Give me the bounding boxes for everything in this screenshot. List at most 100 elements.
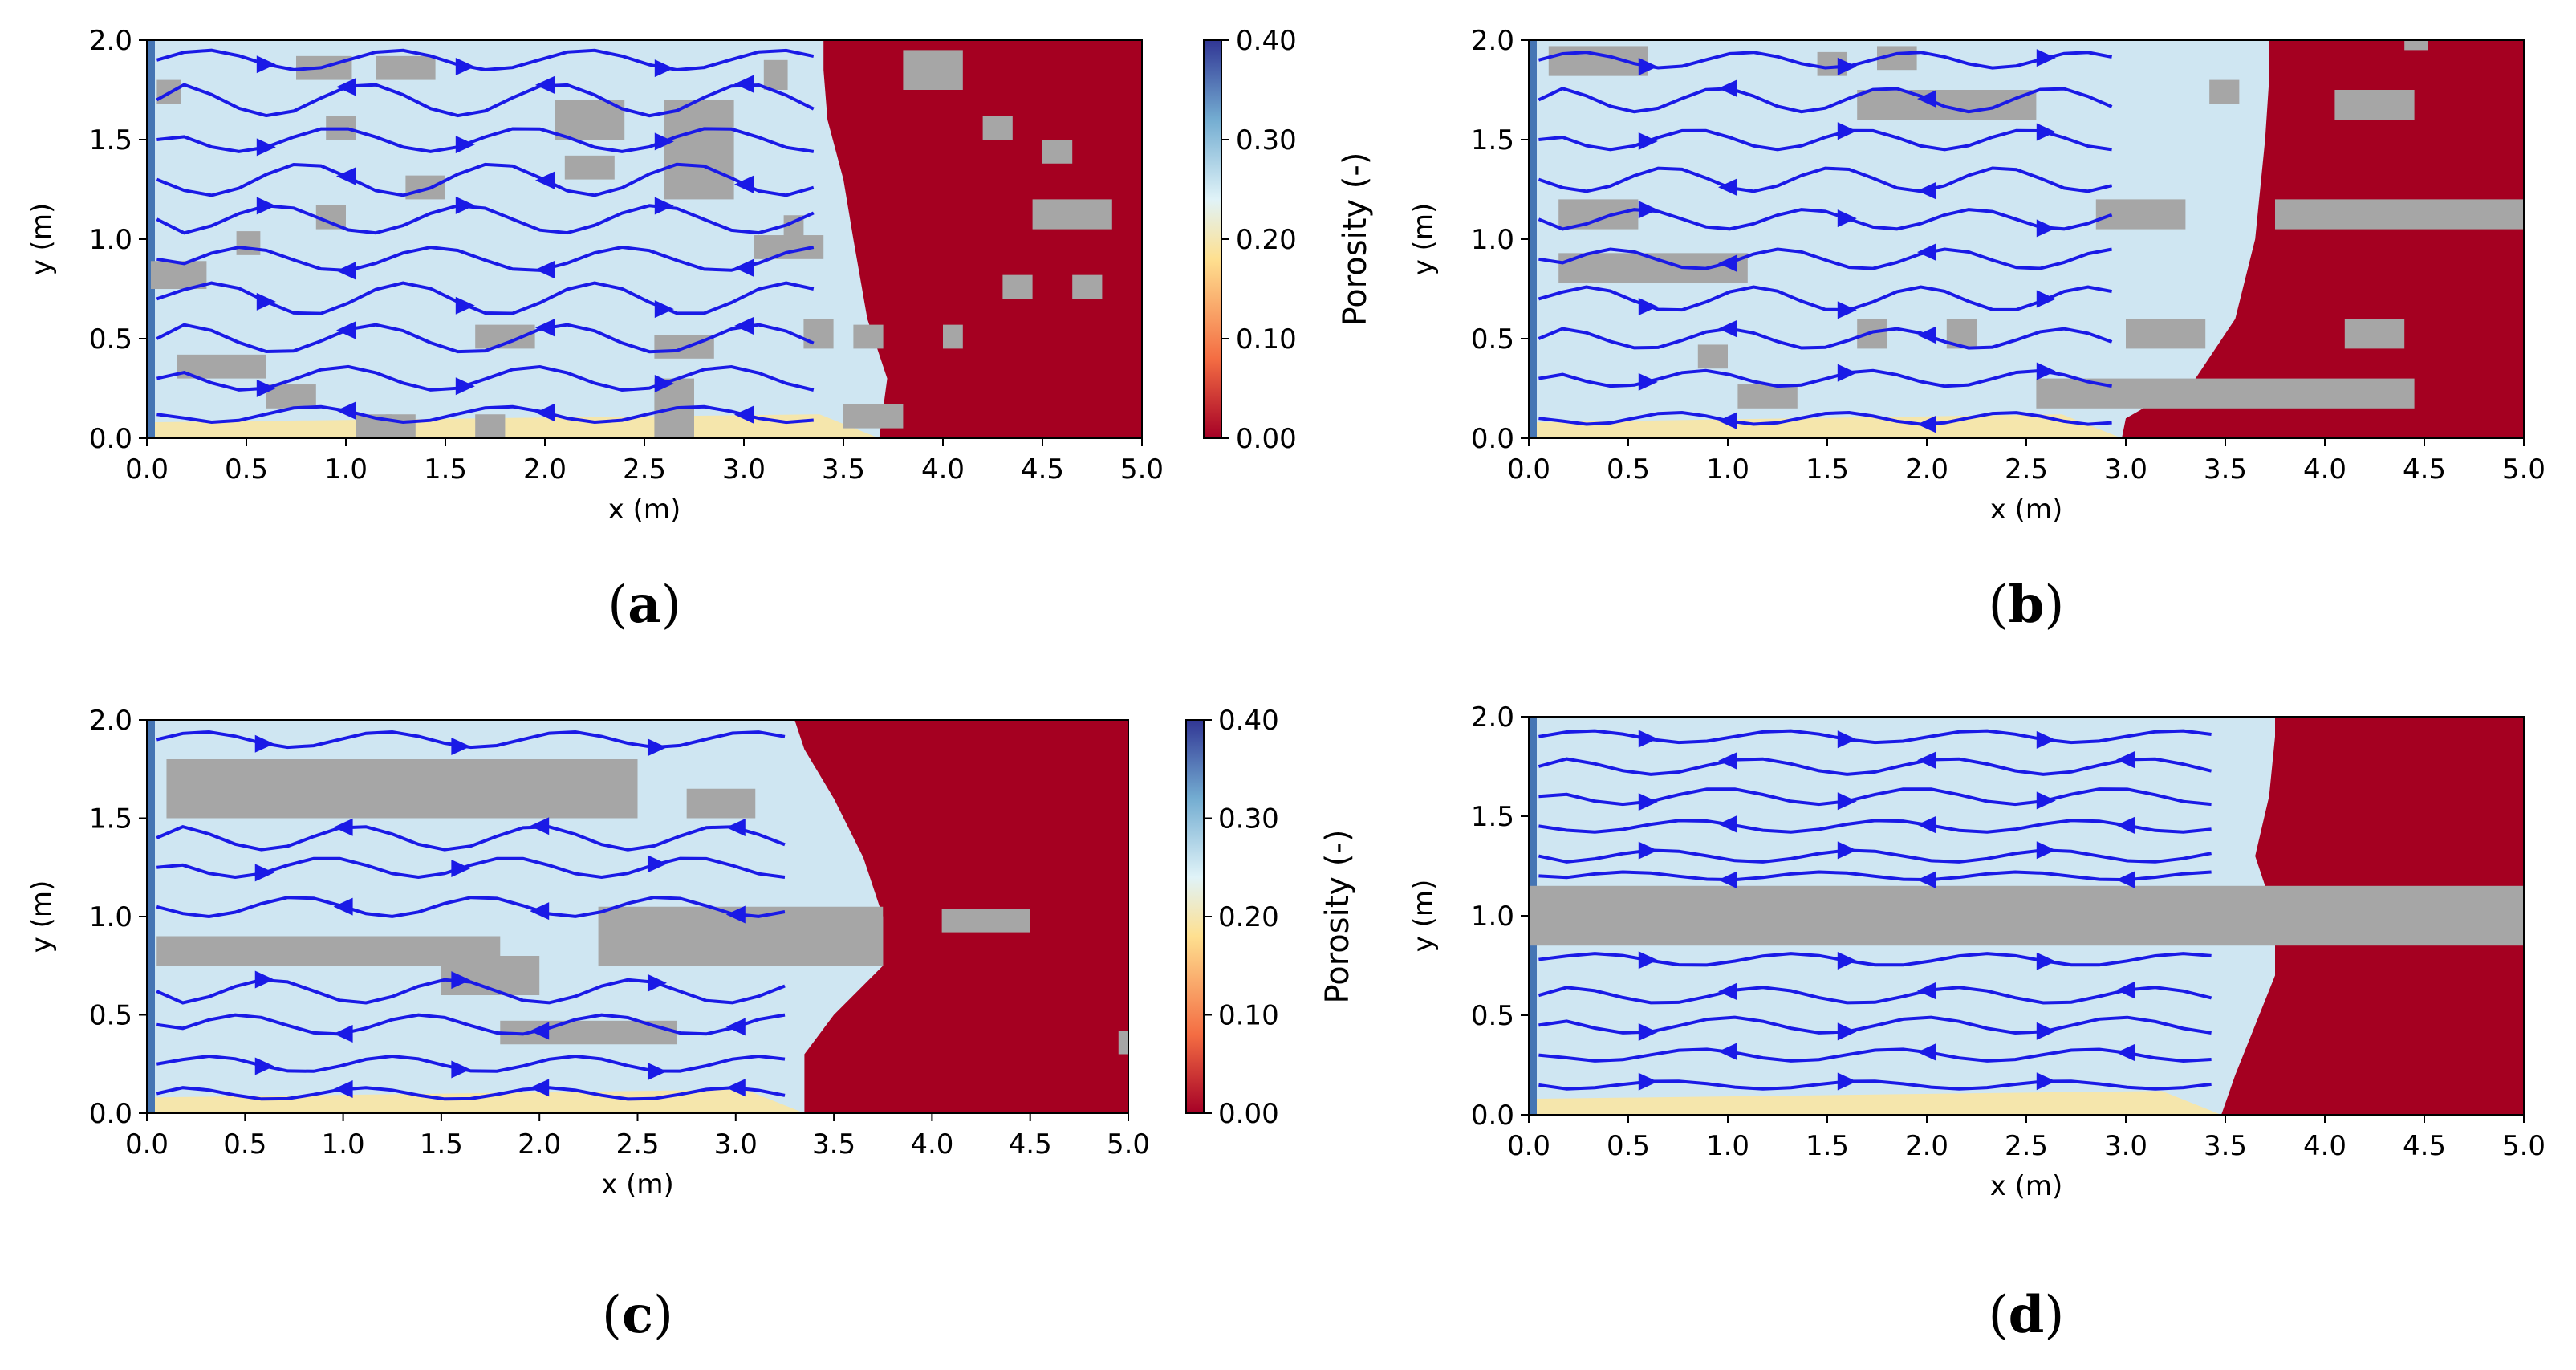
panel-d-flow-arrow <box>1837 841 1857 860</box>
panel-a-ytick-label: 1.5 <box>89 124 132 157</box>
panel-b-flow-arrow <box>1917 90 1936 108</box>
panel-d-xtick-label: 4.0 <box>2303 1130 2346 1162</box>
panel-b-streamline <box>1538 166 2113 193</box>
panel-b-xtick-label: 2.5 <box>2005 453 2048 486</box>
panel-a-obstacle <box>982 116 1013 140</box>
panel-c-flow-arrow <box>254 864 274 882</box>
panel-c-streamline <box>156 1013 786 1036</box>
panel-c-flow-arrow <box>530 1022 550 1040</box>
panel-c-field <box>147 720 1128 1113</box>
panel-a-flow-arrow <box>336 78 356 96</box>
panel-c-ytick-label: 2.0 <box>89 705 132 737</box>
panel-b-field <box>1529 40 2524 438</box>
panel-d-ytick-label: 2.0 <box>1471 701 1514 734</box>
panel-a-obstacle <box>376 55 436 80</box>
panel-b-flow-arrow <box>1917 415 1936 433</box>
panel-a-xtick-label: 0.0 <box>125 453 169 486</box>
panel-a-obstacle <box>1032 199 1112 230</box>
panel-b-xtick-label: 2.0 <box>1905 453 1948 486</box>
panel-b-xtick-label: 0.5 <box>1607 453 1650 486</box>
colorbar-bottom-gradient <box>1185 719 1205 1114</box>
panel-d-flow-arrow <box>2116 816 2135 835</box>
panel-c-flow-arrow <box>254 734 274 753</box>
panel-a-flow-arrow <box>256 197 276 215</box>
panel-d-flow-arrow <box>1638 793 1658 811</box>
panel-b-xtick-label: 0.0 <box>1507 453 1550 486</box>
panel-d-ylabel: y (m) <box>1408 880 1440 953</box>
panel-d-flow-arrow <box>2036 841 2056 860</box>
panel-a-obstacle <box>150 261 207 289</box>
panel-d-flow-arrow <box>2036 791 2056 810</box>
panel-a-xtick-label: 5.0 <box>1120 453 1164 486</box>
panel-b-streamline <box>1538 410 2112 426</box>
panel-a-flow-arrow <box>654 132 674 151</box>
panel-b-obstacle <box>1558 199 1639 230</box>
panel-d-flow-arrow <box>1837 792 1857 811</box>
panel-d: 0.0 0.5 1.0 1.5 2.0 2.5 3.0 3.5 4.0 4.5 5.0 0.0 0.5 1… <box>1408 701 2546 1345</box>
panel-a-obstacle <box>853 324 884 349</box>
panel-d-plot <box>1529 717 2524 1115</box>
panel-a-flow-arrow <box>336 262 356 280</box>
panel-b-flow-arrow <box>2036 123 2056 141</box>
panel-d-flow-arrow <box>1837 952 1857 970</box>
colorbar-top-tick-label: 0.00 <box>1236 423 1297 455</box>
panel-b-obstacle <box>1697 344 1728 369</box>
panel-a-obstacle <box>664 100 734 200</box>
panel-a-ytick-label: 1.0 <box>89 224 132 256</box>
panel-d-xtick-label: 0.5 <box>1607 1130 1650 1162</box>
colorbar-top-tick-label: 0.30 <box>1236 124 1297 157</box>
panel-d-xtick-label: 4.5 <box>2403 1130 2446 1162</box>
panel-a-ytick-label: 2.0 <box>89 25 132 57</box>
panel-a-flow-arrow <box>455 377 475 396</box>
panel-b-streamline <box>1538 87 2113 114</box>
panel-d-streamline <box>1538 986 2212 1005</box>
panel-b-flow-arrow <box>1718 319 1737 338</box>
panel-a-flow-arrow <box>734 316 754 335</box>
colorbar-top-gradient <box>1203 39 1222 439</box>
panel-a-caption: (a) <box>607 575 681 635</box>
panel-d-xlabel: x (m) <box>1990 1170 2063 1202</box>
panel-d-xtick-label: 5.0 <box>2502 1130 2546 1162</box>
panel-d-caption: (d) <box>1989 1285 2065 1345</box>
panel-a-xtick-label: 4.5 <box>1021 453 1064 486</box>
panel-c-obstacle <box>166 759 638 819</box>
panel-b-flow-arrow <box>2036 219 2056 238</box>
colorbar-bottom-body: 0.00 0.10 0.20 0.30 0.40 <box>1185 705 1279 1130</box>
panel-c-ytick-label: 0.5 <box>89 1000 132 1032</box>
panel-a-obstacle <box>903 50 963 90</box>
panel-d-flow-arrow <box>1837 1072 1857 1091</box>
panel-c-streamline <box>156 824 786 852</box>
panel-c-inlet-strip <box>147 720 155 1113</box>
panel-b-flow-arrow <box>1917 181 1936 200</box>
panel-c-xtick-label: 0.0 <box>125 1128 169 1161</box>
panel-b-flow-arrow <box>1917 243 1936 262</box>
colorbar-top-tick-label: 0.10 <box>1236 323 1297 356</box>
colorbar-top-body: 0.00 0.10 0.20 0.30 0.40 <box>1203 25 1297 455</box>
panel-b-ytick-label: 1.5 <box>1471 124 1514 157</box>
panel-a-obstacle <box>555 100 625 140</box>
panel-a-flow-arrow <box>256 138 276 157</box>
panel-b-xtick-label: 1.0 <box>1706 453 1749 486</box>
panel-d-xtick-label: 3.0 <box>2104 1130 2147 1162</box>
panel-a-streamline <box>156 162 815 197</box>
panel-a-flow-arrow <box>455 57 475 75</box>
panel-b-flow-arrow <box>1917 326 1936 344</box>
panel-a-flow-arrow <box>256 292 276 311</box>
panel-d-flow-arrow <box>1638 1072 1658 1091</box>
panel-c-flow-arrow <box>647 738 667 757</box>
panel-b-ytick-label: 1.0 <box>1471 224 1514 256</box>
panel-a-obstacle <box>1072 274 1103 299</box>
panel-d-flow-arrow <box>2036 1022 2056 1040</box>
panel-b: 0.0 0.5 1.0 1.5 2.0 2.5 3.0 3.5 4.0 4.5 5.0 0.0 0.5 1… <box>1408 25 2546 635</box>
panel-d-flow-arrow <box>1917 815 1936 834</box>
panel-a-xtick-label: 3.5 <box>822 453 865 486</box>
panel-a-ytick-label: 0.0 <box>89 423 132 455</box>
panel-a-flow-arrow <box>734 75 754 93</box>
panel-d-flow-arrow <box>1718 982 1737 1001</box>
panel-d-xtick-label: 0.0 <box>1507 1130 1550 1162</box>
panel-c-xtick-label: 2.0 <box>518 1128 561 1161</box>
panel-d-flow-arrow <box>2036 952 2056 970</box>
panel-c-flow-arrow <box>333 818 353 836</box>
panel-b-obstacle <box>2209 79 2240 104</box>
